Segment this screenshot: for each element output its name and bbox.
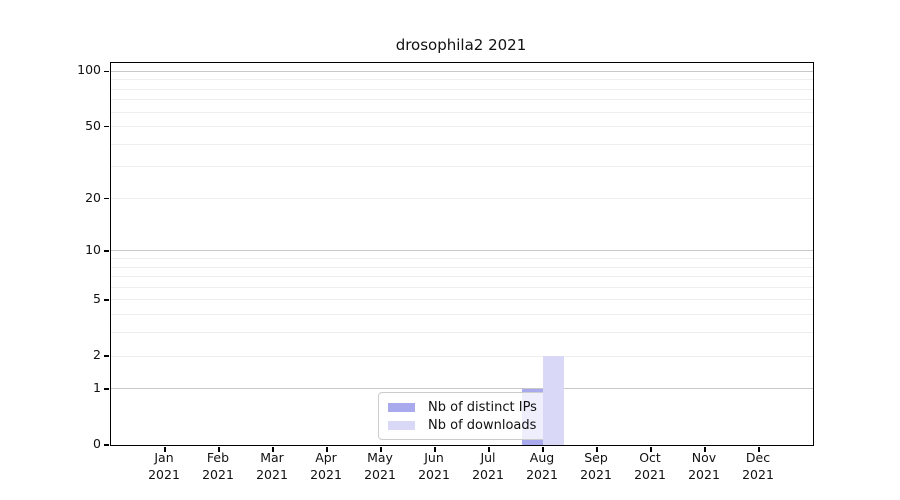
gridline-minor <box>111 111 813 113</box>
gridline-minor <box>111 88 813 90</box>
x-axis-tick <box>488 447 490 452</box>
gridline-minor <box>111 99 813 101</box>
x-axis-tick <box>272 447 274 452</box>
gridline-minor <box>111 258 813 260</box>
legend-item: Nb of distinct IPs <box>388 398 537 416</box>
gridline-minor <box>111 166 813 168</box>
gridline-major <box>111 70 813 72</box>
legend-swatch <box>388 402 415 412</box>
y-tick-label: 2 <box>93 347 101 363</box>
x-axis-tick <box>596 447 598 452</box>
x-tick-label: Feb 2021 <box>202 450 234 482</box>
legend-label: Nb of downloads <box>428 417 537 433</box>
x-axis-tick <box>758 447 760 452</box>
x-tick-label: Oct 2021 <box>634 450 666 482</box>
gridline-minor <box>111 143 813 145</box>
plot-area <box>104 62 814 452</box>
x-tick-label: Nov 2021 <box>688 450 720 482</box>
y-axis-tick <box>104 388 109 390</box>
chart-title: drosophila2 2021 <box>395 36 527 54</box>
gridline-minor <box>111 332 813 334</box>
y-axis-tick <box>104 125 109 128</box>
x-tick-label: Apr 2021 <box>310 450 342 482</box>
y-axis-tick <box>104 197 109 200</box>
bar-nb-of-downloads <box>543 356 564 445</box>
x-axis-tick <box>542 447 544 452</box>
gridline-minor <box>111 198 813 200</box>
x-axis-tick <box>704 447 706 452</box>
y-tick-label: 0 <box>93 436 101 451</box>
x-tick-label: May 2021 <box>364 450 396 482</box>
gridline-major <box>111 250 813 252</box>
gridline-minor <box>111 355 813 357</box>
legend-swatch <box>388 420 415 430</box>
y-axis-tick <box>104 355 109 357</box>
x-axis-tick <box>650 447 652 452</box>
x-axis-tick <box>380 447 382 452</box>
y-tick-label: 20 <box>85 189 101 205</box>
y-axis-tick <box>104 444 109 446</box>
gridline-minor <box>111 286 813 288</box>
x-tick-label: Mar 2021 <box>256 450 288 482</box>
y-axis-tick-labels: 0 1 2 5 10 20 50 100 <box>0 62 101 451</box>
x-axis-tick <box>164 447 166 452</box>
x-tick-label: Aug 2021 <box>526 450 558 482</box>
x-tick-label: Jan 2021 <box>148 450 180 482</box>
y-tick-label: 1 <box>93 379 101 395</box>
y-tick-label: 100 <box>77 62 101 78</box>
y-axis-tick <box>104 70 109 73</box>
gridline-minor <box>111 276 813 278</box>
x-axis-tick <box>218 447 220 452</box>
gridline-major <box>111 388 813 390</box>
x-axis-tick <box>434 447 436 452</box>
x-axis-tick <box>326 447 328 452</box>
y-tick-label: 10 <box>85 241 101 257</box>
x-tick-label: Sep 2021 <box>580 450 612 482</box>
y-axis-tick <box>104 299 109 301</box>
gridline-minor <box>111 126 813 128</box>
y-tick-label: 5 <box>93 290 101 306</box>
gridline-minor <box>111 266 813 268</box>
gridline-minor <box>111 299 813 301</box>
legend-label: Nb of distinct IPs <box>428 399 537 415</box>
y-axis-tick <box>104 250 109 252</box>
legend-item: Nb of downloads <box>388 416 537 434</box>
x-tick-label: Jun 2021 <box>418 450 450 482</box>
x-tick-label: Jul 2021 <box>472 450 504 482</box>
x-axis-tick-labels: Jan 2021 Feb 2021 Mar 2021 Apr 2021 May 2021 Jun 20… <box>110 449 812 489</box>
gridline-minor <box>111 314 813 316</box>
x-tick-label: Dec 2021 <box>742 450 774 482</box>
gridline-minor <box>111 79 813 81</box>
legend: Nb of distinct IPs Nb of downloads <box>378 392 548 440</box>
y-tick-label: 50 <box>85 117 101 133</box>
